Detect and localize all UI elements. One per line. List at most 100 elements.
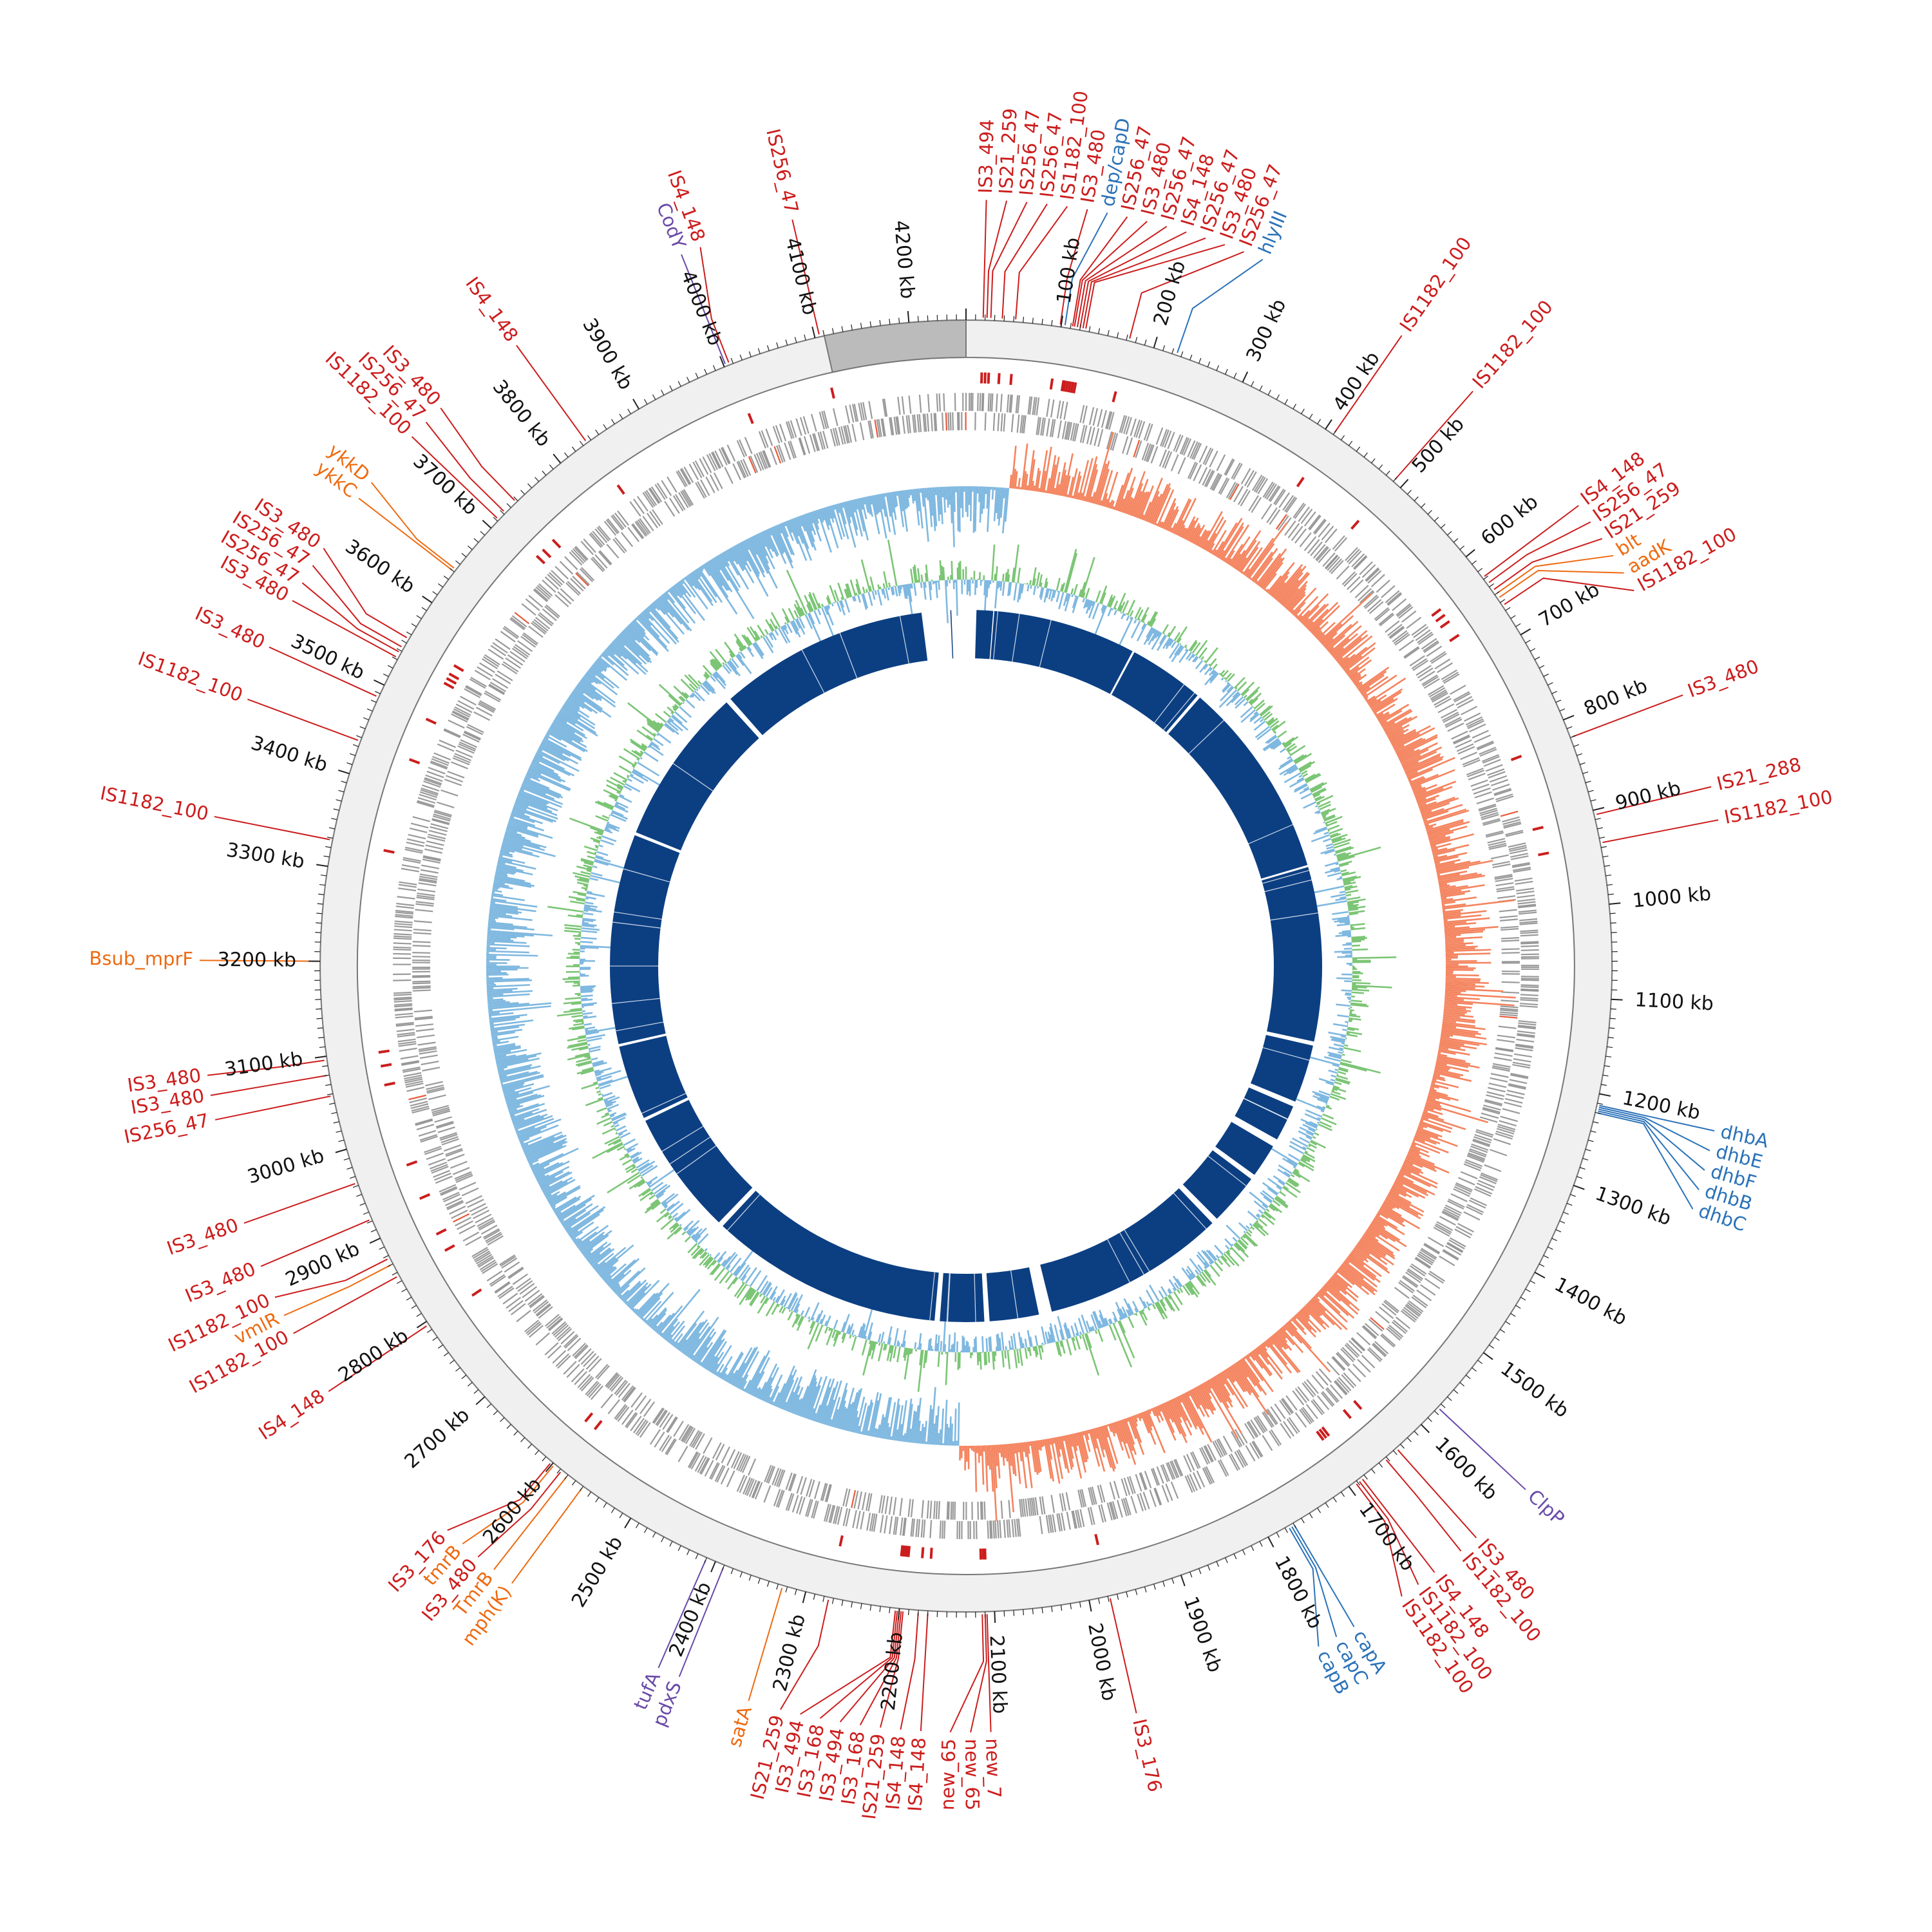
cds-mark <box>788 441 795 459</box>
cds-mark <box>1515 880 1533 886</box>
gc-content-bar <box>1296 777 1304 782</box>
feature-leader-line <box>1598 1106 1710 1151</box>
gc-skew-bar <box>1116 1421 1130 1459</box>
cds-mark <box>922 413 925 432</box>
cds-mark <box>590 1385 603 1400</box>
ruler-tick <box>611 419 615 424</box>
ruler-tick <box>619 413 623 419</box>
ruler-tick <box>794 1589 797 1595</box>
gc-skew-bar <box>487 936 511 940</box>
gc-skew-bar <box>1394 1182 1426 1199</box>
cds-mark <box>1204 469 1214 487</box>
gc-skew-bar <box>629 622 645 638</box>
ruler-tick <box>1107 330 1110 336</box>
gc-skew-bar <box>530 1162 540 1168</box>
gc-skew-bar <box>645 607 651 613</box>
gc-skew-bar <box>929 1408 933 1444</box>
gc-skew-bar <box>648 605 679 639</box>
gc-skew-bar <box>1443 919 1448 922</box>
gc-skew-bar <box>1411 1142 1416 1146</box>
cds-mark <box>1504 1101 1522 1108</box>
cds-mark <box>443 729 460 739</box>
gc-skew-bar <box>1172 498 1191 534</box>
cds-mark <box>736 440 745 458</box>
gc-content-bar <box>1322 815 1327 818</box>
cds-mark <box>489 681 507 692</box>
gc-skew-bar <box>1340 654 1356 667</box>
gc-skew-bar <box>595 660 607 671</box>
gc-skew-bar <box>1029 459 1036 491</box>
cds-mark <box>467 724 484 734</box>
cds-mark <box>614 1404 627 1419</box>
cds-mark <box>538 612 554 625</box>
gc-skew-bar <box>1415 1133 1441 1144</box>
feature-leader-line <box>301 582 399 652</box>
cds-mark <box>1488 840 1506 846</box>
ruler-tick <box>1284 1528 1289 1533</box>
cds-mark <box>981 1501 983 1520</box>
gc-content-bar <box>1319 1121 1332 1128</box>
gc-skew-bar <box>1129 1416 1145 1455</box>
cds-mark <box>1368 1347 1383 1361</box>
gc-skew-bar <box>518 793 547 806</box>
gc-skew-bar <box>525 775 531 780</box>
cds-mark <box>845 1488 851 1507</box>
ruler-tick <box>1414 1430 1419 1436</box>
gc-content-bar <box>1001 1332 1005 1351</box>
gc-content-bar <box>1303 1151 1315 1159</box>
ruler-tick <box>352 744 359 747</box>
ruler-tick <box>1510 615 1516 620</box>
gc-content-bar <box>1172 1287 1176 1292</box>
cds-mark <box>1112 1501 1119 1519</box>
gc-skew-bar <box>1429 1090 1448 1097</box>
gc-skew-bar <box>755 1388 762 1398</box>
feature-label-is-element: new_65 <box>961 1739 983 1811</box>
gc-content-bar <box>1294 753 1312 764</box>
gc-content-bar <box>1126 600 1136 616</box>
gc-skew-bar <box>1356 1244 1370 1255</box>
cds-mark <box>428 1158 446 1166</box>
gc-skew-bar <box>536 751 560 764</box>
feature-leader-line <box>1385 1459 1462 1552</box>
gc-skew-bar <box>1444 1004 1472 1009</box>
gc-skew-bar <box>875 1428 878 1437</box>
cds-mark <box>806 1499 813 1517</box>
gc-skew-bar <box>493 884 513 890</box>
cds-mark <box>1519 911 1537 915</box>
gc-skew-bar <box>587 670 618 696</box>
ruler-tick-label: 3700 kb <box>408 450 482 520</box>
cds-mark <box>395 1012 413 1016</box>
feature-leader-line <box>1289 1528 1320 1647</box>
cds-mark <box>726 444 736 462</box>
cds-mark <box>524 1320 540 1332</box>
cds-mark <box>1520 976 1539 978</box>
gc-content-bar <box>1339 891 1346 894</box>
cds-mark <box>591 558 604 573</box>
cds-mark <box>1479 1176 1497 1184</box>
cds-mark <box>694 1455 705 1472</box>
gc-skew-bar <box>493 882 509 887</box>
gc-skew-bar <box>1089 496 1093 503</box>
ruler-tick <box>564 452 569 458</box>
cds-mark <box>1030 1497 1035 1516</box>
cds-mark <box>1500 925 1519 929</box>
gc-skew-bar <box>603 1274 611 1282</box>
gc-skew-bar <box>728 548 739 565</box>
gc-content-bar <box>1349 1017 1361 1021</box>
cds-mark <box>1399 1280 1415 1292</box>
cds-mark <box>571 1368 585 1383</box>
ruler-tick <box>669 385 673 391</box>
gc-content-bar <box>1209 658 1217 667</box>
cds-mark <box>572 548 586 563</box>
cds-mark <box>637 1420 649 1437</box>
feature-leader-line <box>292 600 397 658</box>
gc-skew-bar <box>1336 634 1368 662</box>
gc-skew-bar <box>766 529 779 556</box>
cds-mark <box>945 412 948 431</box>
cds-mark <box>899 1497 903 1516</box>
gc-skew-bar <box>506 1094 542 1106</box>
gc-skew-bar <box>1195 1386 1210 1410</box>
gc-skew-bar <box>1247 1353 1251 1358</box>
cds-mark <box>1483 1104 1501 1111</box>
gc-skew-bar <box>1429 1088 1437 1092</box>
